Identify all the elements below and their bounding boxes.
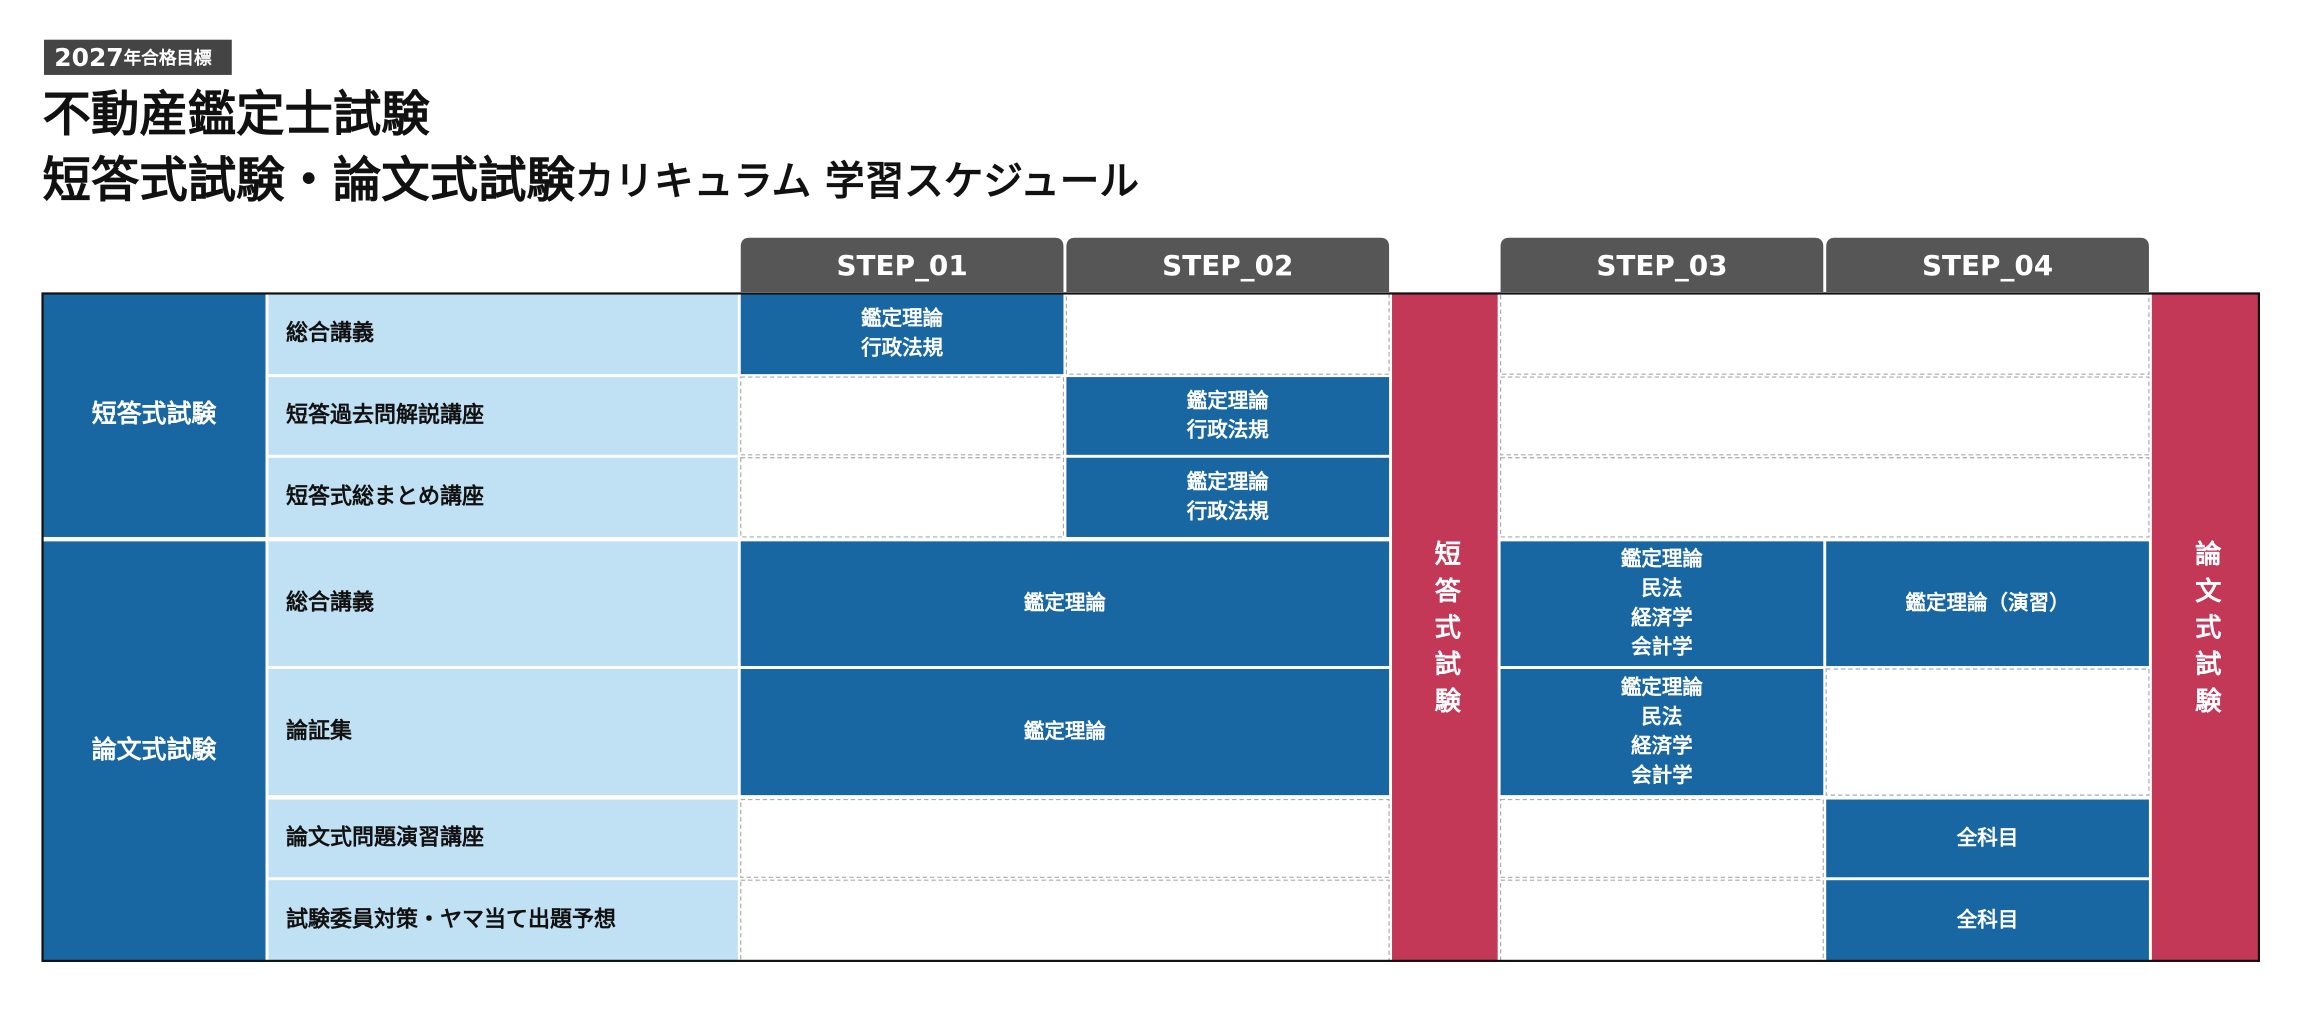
course-label: 短答式総まとめ講座	[286, 483, 484, 509]
exam-column	[2151, 293, 2259, 961]
badge-text: 2027年合格目標	[54, 43, 212, 72]
course-cell	[268, 880, 738, 961]
empty-cell	[1065, 292, 1390, 375]
course-cell	[268, 377, 738, 455]
step-label: STEP_03	[1596, 249, 1727, 282]
subject-label: 全科目	[1956, 908, 2019, 932]
course-cell	[268, 541, 738, 667]
empty-cell	[740, 457, 1065, 538]
course-label: 試験委員対策・ヤマ当て出題予想	[286, 907, 616, 933]
subtitle-main: 短答式試験・論文式試験	[43, 152, 576, 208]
course-block	[1500, 668, 1824, 796]
course-cell	[268, 799, 738, 878]
step-header	[740, 237, 1064, 293]
subtitle-sub: カリキュラム 学習スケジュール	[575, 158, 1139, 204]
course-label: 論証集	[286, 718, 353, 744]
step-label: STEP_02	[1162, 249, 1293, 282]
step-header	[1826, 237, 2149, 293]
empty-cell	[1825, 668, 2150, 796]
course-block	[1826, 799, 2149, 878]
subject-label: 鑑定理論	[861, 306, 944, 330]
subject-label: 会計学	[1631, 763, 1693, 787]
course-label: 短答過去問解説講座	[286, 402, 484, 428]
subject-label: 鑑定理論	[1187, 470, 1270, 494]
subject-label: 鑑定理論	[1024, 719, 1107, 743]
subject-label: 鑑定理論	[1024, 591, 1107, 615]
course-cell	[268, 293, 738, 375]
title: 不動産鑑定士試験	[43, 86, 431, 142]
badge-year: 2027	[54, 43, 123, 72]
table-border	[41, 292, 2261, 962]
subject-label: 行政法規	[860, 335, 944, 359]
step-header	[1066, 237, 1390, 293]
subject-label: 鑑定理論	[1621, 675, 1704, 699]
group-label: 短答式試験	[92, 399, 218, 428]
subject-label: 行政法規	[1186, 499, 1270, 523]
course-label: 論文式問題演習講座	[286, 824, 484, 850]
course-block	[740, 541, 1390, 667]
course-block	[1500, 541, 1824, 667]
subject-label: 経済学	[1631, 734, 1693, 758]
course-label: 総合講義	[286, 320, 374, 346]
subject-label: 鑑定理論	[1187, 388, 1270, 412]
empty-cell	[740, 376, 1065, 456]
course-cell	[268, 457, 738, 537]
step-label: STEP_04	[1922, 249, 2053, 282]
exam-label: 短答式試験	[1429, 540, 1460, 723]
subject-label: 経済学	[1631, 605, 1693, 629]
subtitle: 短答式試験・論文式試験カリキュラム 学習スケジュール	[43, 152, 1139, 208]
course-block	[740, 668, 1390, 796]
course-block	[1826, 541, 2149, 667]
course-block	[1826, 880, 2149, 961]
course-block	[1066, 377, 1390, 455]
subject-label: 全科目	[1956, 825, 2019, 849]
subject-label: 民法	[1641, 704, 1682, 728]
empty-cell	[740, 879, 1390, 962]
step-header	[1500, 237, 1824, 293]
course-block	[740, 293, 1064, 375]
exam-label: 論文式試験	[2190, 539, 2221, 723]
group-cell	[42, 293, 266, 537]
course-label: 総合講義	[286, 590, 374, 616]
empty-cell	[1499, 879, 1824, 962]
exam-column	[1392, 293, 1498, 961]
subject-label: 行政法規	[1186, 418, 1270, 442]
empty-cell	[1499, 292, 2150, 375]
empty-cell	[1499, 376, 2150, 456]
empty-cell	[1499, 798, 1824, 878]
subject-label: 会計学	[1631, 635, 1693, 659]
course-cell	[268, 668, 738, 796]
subject-label: 鑑定理論（演習）	[1905, 591, 2069, 615]
group-label: 論文式試験	[92, 735, 218, 764]
subject-label: 鑑定理論	[1621, 547, 1704, 571]
subject-label: 民法	[1641, 576, 1682, 600]
empty-cell	[1499, 457, 2150, 538]
badge	[44, 39, 232, 75]
step-label: STEP_01	[836, 249, 967, 282]
course-block	[1066, 457, 1390, 537]
group-cell	[42, 541, 266, 961]
empty-cell	[740, 798, 1390, 878]
badge-suffix: 年合格目標	[124, 48, 212, 69]
